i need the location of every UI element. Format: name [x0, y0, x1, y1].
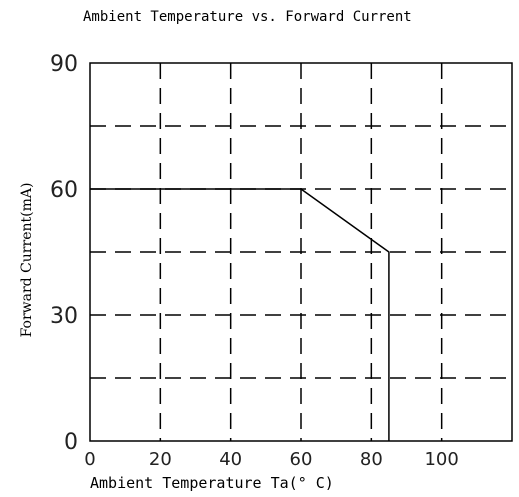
x-tick-label: 60 — [290, 449, 313, 470]
x-tick-label: 0 — [84, 449, 95, 470]
y-axis-label: Forward Current(mA) — [19, 183, 35, 338]
series — [90, 188, 390, 441]
chart-title: Ambient Temperature vs. Forward Current — [83, 9, 412, 25]
series-line — [90, 188, 390, 441]
x-tick-labels: 0 20 40 60 80 100 — [84, 449, 459, 470]
x-tick-label: 100 — [424, 449, 458, 470]
y-tick-label: 60 — [50, 178, 78, 203]
x-tick-label: 40 — [219, 449, 242, 470]
y-tick-label: 0 — [64, 430, 78, 455]
plot-frame — [89, 62, 513, 442]
y-tick-label: 30 — [50, 304, 78, 329]
x-tick-label: 80 — [360, 449, 383, 470]
x-axis-label: Ambient Temperature Ta(° C) — [90, 474, 334, 492]
x-tick-label: 20 — [149, 449, 172, 470]
grid — [90, 63, 512, 441]
y-tick-labels: 0 30 60 90 — [50, 52, 78, 455]
y-tick-label: 90 — [50, 52, 78, 77]
